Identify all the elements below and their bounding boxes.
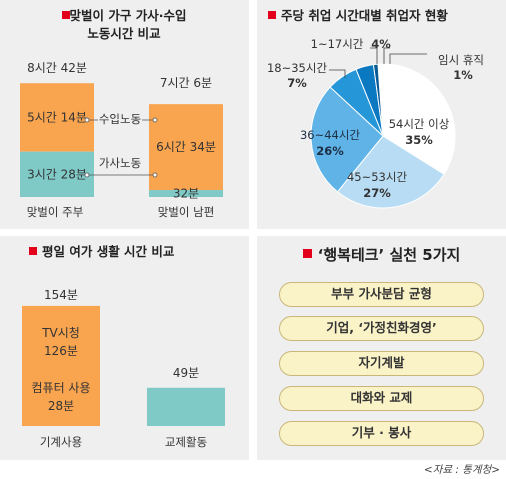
slice-label-18-35: 18~35시간 [267, 61, 327, 75]
connector-label-bg [98, 110, 142, 127]
practice-title-text: ‘행복테크’ 실천 5가지 [317, 246, 461, 264]
title-marker [268, 11, 276, 19]
practice-item: 자기계발 [279, 351, 484, 376]
category-label-husband: 맞벌이 남편 [158, 205, 215, 219]
chart-title-line1: 맞벌이 가구 가사·수입 [70, 8, 187, 23]
breakdown-label-computer: 컴퓨터 사용 [31, 381, 90, 395]
chart-title: 평일 여가 생활 시간 비교 [42, 244, 175, 259]
panel-leisure-time: 평일 여가 생활 시간 비교 154분 TV시청 126분 컴퓨터 사용 28분… [0, 236, 249, 460]
category-label-wife: 맞벌이 주부 [27, 205, 84, 219]
slice-value-54-plus: 35% [405, 133, 433, 147]
slice-value-45-53: 27% [363, 186, 391, 200]
chart-title: 주당 취업 시간대별 취업자 현황 [281, 8, 448, 23]
bar-social-activity [147, 387, 225, 426]
slice-label-54-plus: 54시간 이상 [389, 117, 450, 131]
practice-item: 부부 가사분담 균형 [279, 282, 484, 307]
bar-wife-income [20, 83, 94, 152]
breakdown-value-tv: 126분 [44, 344, 78, 358]
slice-temp-leave [372, 63, 384, 137]
slice-label-1-17: 1~17시간 [311, 37, 364, 51]
value-label-wife-housework: 3시간 28분 [27, 167, 87, 181]
bar-machine-use [22, 305, 100, 426]
practice-item: 대화와 교제 [279, 386, 484, 411]
slice-value-1-17: 4% [371, 37, 391, 51]
slice-54-plus [377, 63, 456, 175]
total-label-social: 49분 [173, 366, 199, 380]
panel-happiness-tech: ‘행복테크’ 실천 5가지 부부 가사분담 균형 기업, ‘가정친화경영’ 자기… [257, 236, 506, 460]
practice-item: 기업, ‘가정친화경영’ [279, 316, 484, 341]
panel-weekly-hours: 주당 취업 시간대별 취업자 현황 1~17시간 4% 임시 휴직 1% 18~… [257, 0, 506, 229]
weekly-hours-pie-chart: 주당 취업 시간대별 취업자 현황 1~17시간 4% 임시 휴직 1% 18~… [267, 8, 484, 209]
connector-label-bg [98, 154, 142, 171]
series-label-housework: 가사노동 [99, 156, 141, 170]
connector-dot-income-husband [152, 117, 158, 123]
breakdown-label-tv: TV시청 [41, 326, 80, 340]
slice-36-44 [310, 86, 384, 193]
leisure-time-chart: 평일 여가 생활 시간 비교 154분 TV시청 126분 컴퓨터 사용 28분… [22, 244, 225, 449]
value-label-wife-income: 5시간 14분 [27, 110, 87, 124]
bar-husband-income [149, 104, 223, 191]
slice-value-36-44: 26% [316, 144, 344, 158]
work-hours-chart: 맞벌이 가구 가사·수입 노동시간 비교 8시간 42분 5시간 14분 3시간… [20, 8, 223, 219]
category-label-social: 교제활동 [165, 435, 207, 449]
value-label-husband-income: 6시간 34분 [156, 140, 216, 154]
leader-line-18-35 [329, 69, 346, 78]
total-label-machine: 154분 [44, 288, 78, 302]
title-marker [62, 11, 70, 19]
bar-wife-housework [20, 151, 94, 197]
leader-line-temp-leave [389, 53, 427, 64]
breakdown-value-computer: 28분 [48, 399, 74, 413]
category-label-machine: 기계사용 [40, 435, 82, 449]
slice-label-36-44: 36~44시간 [300, 128, 360, 142]
slice-value-18-35: 7% [287, 76, 307, 90]
source-note: <자료 : 통계청> [423, 464, 500, 476]
slice-45-53 [336, 135, 445, 209]
bar-husband-housework [149, 190, 223, 197]
title-marker [29, 247, 37, 255]
leader-line-1-17 [370, 47, 378, 64]
leader-line-1-17-pct [383, 47, 390, 64]
slice-label-45-53: 45~53시간 [347, 170, 407, 184]
connector-dot-housework-wife [84, 172, 90, 178]
value-label-husband-housework: 32분 [173, 187, 199, 201]
slice-label-temp-leave: 임시 휴직 [438, 53, 484, 67]
connector-dot-income-wife [84, 117, 90, 123]
panel-work-hours: 맞벌이 가구 가사·수입 노동시간 비교 8시간 42분 5시간 14분 3시간… [0, 0, 249, 229]
total-label-husband: 7시간 6분 [160, 76, 212, 90]
title-marker [302, 249, 312, 258]
series-label-income: 수입노동 [99, 112, 141, 126]
practice-item: 기부 · 봉사 [279, 421, 484, 446]
slice-value-temp-leave: 1% [453, 68, 473, 82]
chart-title-line2: 노동시간 비교 [87, 26, 161, 41]
connector-dot-housework-husband [152, 172, 158, 178]
practice-title: ‘행복테크’ 실천 5가지 [257, 244, 506, 265]
total-label-wife: 8시간 42분 [27, 61, 87, 75]
